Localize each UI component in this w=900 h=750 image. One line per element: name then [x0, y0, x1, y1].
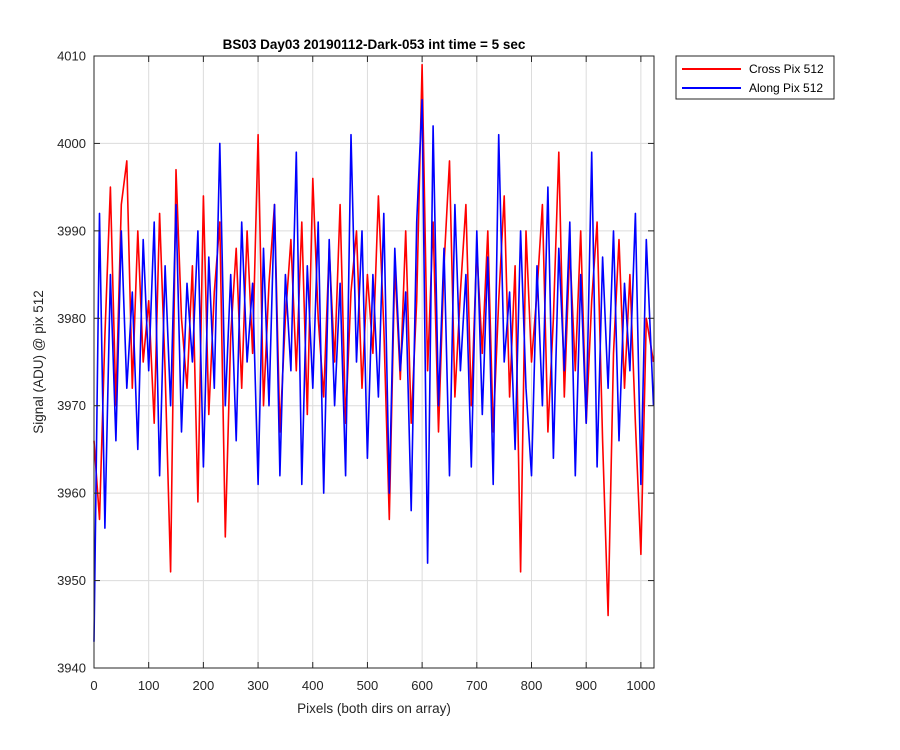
y-tick-label: 3980: [57, 311, 86, 326]
series-group: [93, 63, 655, 642]
x-tick-label: 300: [247, 678, 269, 693]
plot-frame: [93, 55, 655, 669]
chart-title: BS03 Day03 20190112-Dark-053 int time = …: [223, 37, 526, 52]
x-tick-label: 700: [466, 678, 488, 693]
y-tick-label: 3940: [57, 661, 86, 676]
x-tick-label: 400: [302, 678, 324, 693]
y-axis-label: Signal (ADU) @ pix 512: [31, 290, 46, 434]
y-tick-label: 4010: [57, 49, 86, 64]
legend-label-along-pix: Along Pix 512: [749, 81, 823, 95]
y-tick-label: 3950: [57, 573, 86, 588]
x-tick-label: 600: [411, 678, 433, 693]
y-tick-label: 3970: [57, 398, 86, 413]
plot-area: [94, 56, 654, 668]
x-axis-label: Pixels (both dirs on array): [297, 701, 451, 716]
x-tick-label: 800: [521, 678, 543, 693]
y-tick-label: 4000: [57, 136, 86, 151]
x-tick-label: 200: [193, 678, 215, 693]
legend: Cross Pix 512 Along Pix 512: [675, 55, 835, 100]
y-tick-label: 3960: [57, 486, 86, 501]
axis-ticks: 0 100 200 300 400 500 600 700 800 900 1000 3940 3950…: [57, 49, 655, 694]
y-tick-label: 3990: [57, 223, 86, 238]
legend-label-cross-pix: Cross Pix 512: [749, 62, 824, 76]
legend-box: [675, 55, 835, 100]
x-tick-label: 100: [138, 678, 160, 693]
x-tick-label: 0: [90, 678, 97, 693]
x-tick-label: 1000: [626, 678, 655, 693]
x-tick-label: 500: [357, 678, 379, 693]
series-line-cross-pix-512: [93, 63, 655, 617]
series-line-along-pix-512: [93, 98, 655, 642]
x-tick-label: 900: [575, 678, 597, 693]
